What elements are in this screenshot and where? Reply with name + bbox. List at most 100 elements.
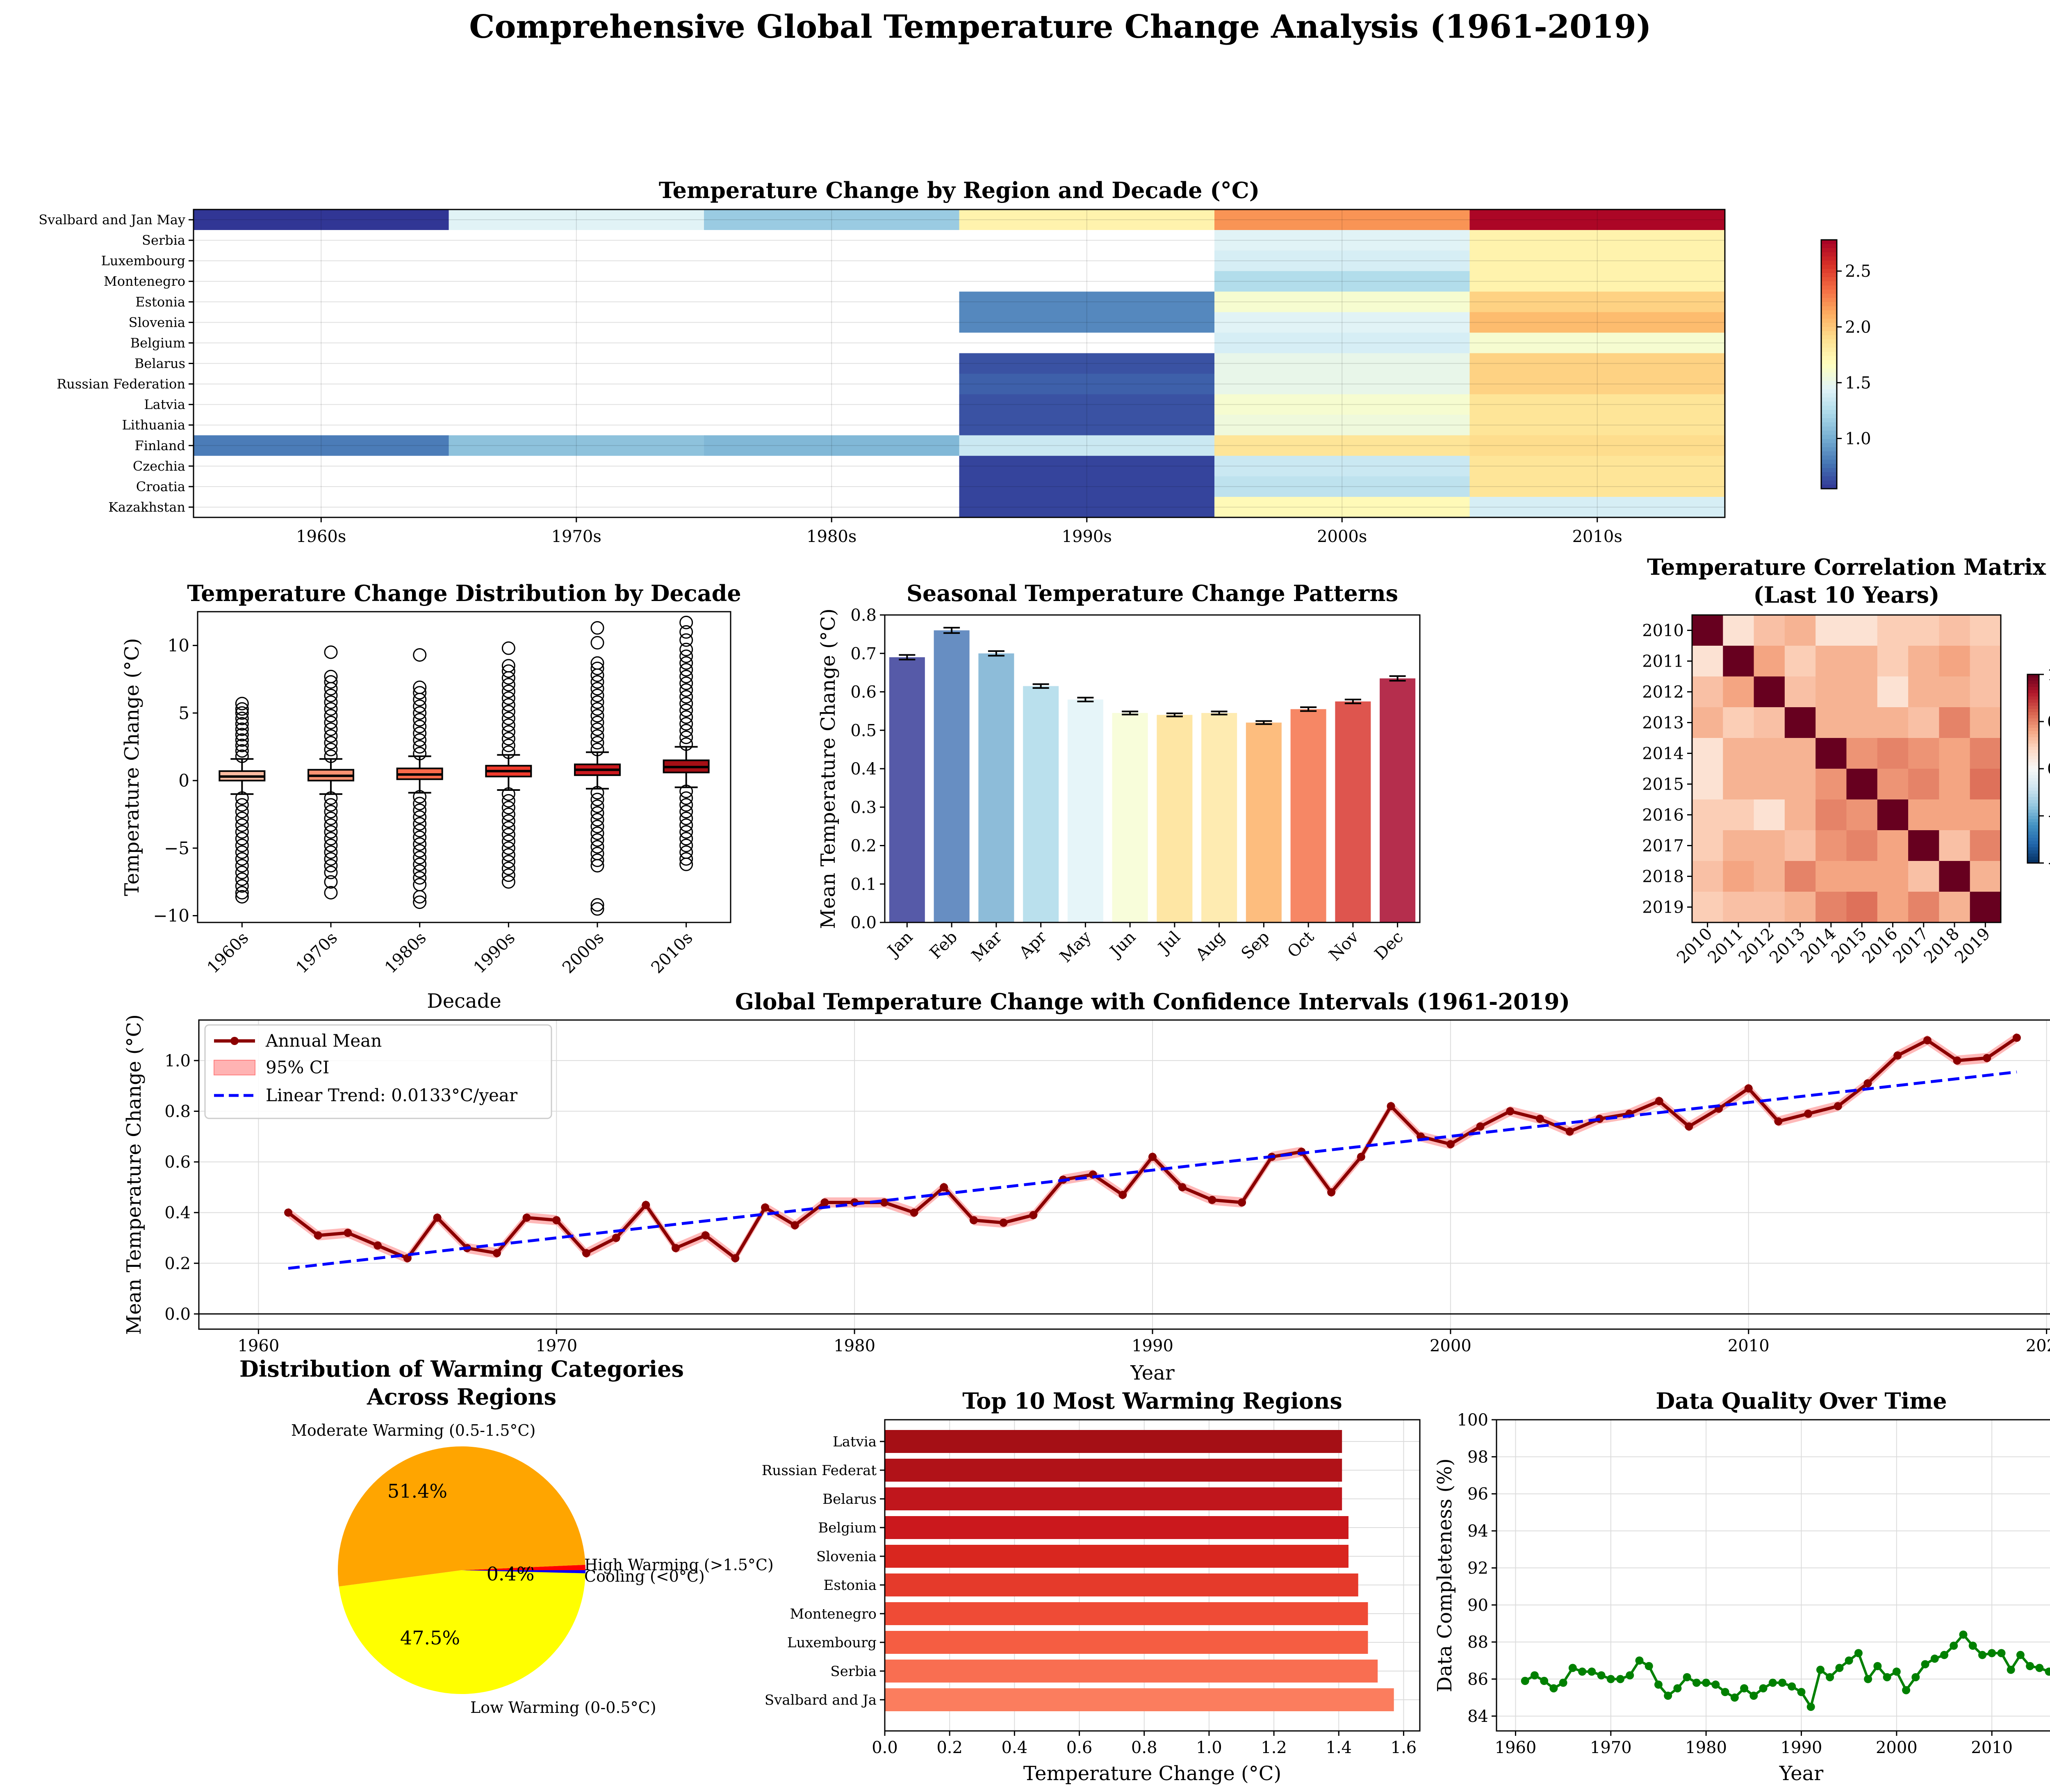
box-outlier: [679, 730, 693, 744]
legend-swatch-ci: [214, 1060, 255, 1075]
y-tick-label: 96: [1467, 1485, 1488, 1504]
correlation-cell: [1815, 861, 1847, 892]
heatmap-cell: [704, 271, 960, 292]
box-outlier: [235, 852, 249, 866]
correlation-cell: [1692, 615, 1724, 646]
heatmap-cell: [1469, 476, 1725, 497]
y-tick-label: 0: [178, 771, 189, 791]
completeness-point: [1921, 1660, 1929, 1669]
heatmap-cell: [1214, 209, 1470, 231]
box-outlier: [235, 811, 249, 825]
annual-mean-point: [1953, 1056, 1961, 1065]
box-outlier: [413, 686, 427, 700]
figure-title: Comprehensive Global Temperature Change …: [469, 8, 1651, 46]
box-outlier: [590, 826, 604, 840]
box-outlier: [413, 844, 427, 858]
correlation-matrix-panel: Temperature Correlation Matrix(Last 10 Y…: [1642, 554, 2050, 967]
completeness-point: [1530, 1671, 1539, 1680]
y-tick-label: 2019: [1642, 898, 1684, 917]
box-outlier: [324, 805, 338, 819]
completeness-point: [1711, 1680, 1720, 1689]
x-tick-label: 1.6: [1391, 1738, 1417, 1757]
correlation-cell: [1784, 707, 1816, 738]
completeness-point: [2016, 1651, 2025, 1659]
plot-frame: [884, 1419, 1421, 1732]
x-tick-label: 1960: [237, 1337, 279, 1355]
box-outlier: [501, 868, 515, 882]
box-outlier: [235, 879, 249, 893]
heatmap-cell: [704, 496, 960, 518]
correlation-cell: [1846, 769, 1878, 800]
heatmap-colorbar-segment: [1821, 343, 1837, 348]
heatmap-colorbar-segment: [1821, 306, 1837, 311]
correlation-colorbar-segment: [2027, 737, 2039, 741]
x-tick-label: 2013: [1766, 924, 1809, 968]
correlation-cell: [1723, 830, 1754, 861]
box-outlier: [590, 656, 604, 670]
correlation-cell: [1784, 615, 1816, 646]
correlation-colorbar-segment: [2027, 838, 2039, 842]
correlation-cell: [1877, 738, 1909, 769]
heatmap-cell: [959, 455, 1215, 477]
y-tick-label: Svalbard and Ja: [765, 1692, 877, 1708]
box-outlier: [501, 814, 515, 828]
x-axis-label: Temperature Change (°C): [1023, 1762, 1281, 1785]
box-outlier: [590, 792, 604, 806]
correlation-colorbar-segment: [2027, 825, 2039, 829]
top10-bar-panel: Top 10 Most Warming Regions 0.0 0.2 0.4 0.6 0…: [762, 1388, 1421, 1785]
heatmap-cell: [1469, 496, 1725, 518]
box-outlier: [501, 664, 515, 678]
correlation-cell: [1846, 799, 1878, 831]
pie-slice-percent: 51.4%: [387, 1480, 447, 1502]
heatmap-cell: [194, 394, 449, 415]
box-outlier: [501, 848, 515, 862]
heatmap-colorbar-segment: [1821, 401, 1837, 406]
data-quality-panel: Data Quality Over Time 1960 1970 1980 1990 20…: [1433, 1388, 2050, 1785]
heatmap-cell: [194, 209, 449, 231]
x-tick-label: 2020: [2026, 1337, 2050, 1355]
y-tick-label: −10: [153, 906, 189, 926]
box-outlier: [679, 857, 693, 871]
correlation-cell: [1970, 676, 2001, 708]
completeness-point: [1664, 1692, 1672, 1700]
pie-slice-percent: 0.4%: [487, 1563, 535, 1585]
seasonal-bar: [934, 630, 970, 922]
correlation-colorbar-segment: [2027, 778, 2039, 782]
heatmap-colorbar-segment: [1821, 348, 1837, 353]
box-outlier: [501, 841, 515, 855]
correlation-cell: [1723, 646, 1754, 677]
completeness-point: [1873, 1662, 1882, 1670]
correlation-colorbar-segment: [2027, 684, 2039, 688]
annual-mean-point: [374, 1241, 382, 1250]
box-outlier: [590, 806, 604, 820]
box-outlier: [235, 749, 249, 763]
x-tick-label: Oct: [1284, 928, 1318, 962]
box-outlier: [413, 810, 427, 824]
box-outlier: [501, 705, 515, 719]
heatmap-cell: [959, 209, 1215, 231]
heatmap-colorbar-segment: [1821, 480, 1837, 485]
correlation-colorbar-segment: [2027, 696, 2039, 700]
heatmap-colorbar-segment: [1821, 455, 1837, 460]
x-tick-label: 2018: [1920, 924, 1963, 968]
box-outlier: [413, 817, 427, 831]
heatmap-colorbar-segment: [1821, 310, 1837, 315]
plot-frame: [198, 1019, 2050, 1330]
correlation-colorbar-tick-label: −1.0: [2047, 854, 2050, 873]
pie-slice: [462, 1570, 585, 1573]
correlation-cell: [1815, 615, 1847, 646]
completeness-point: [1930, 1654, 1939, 1663]
y-tick-label: −5: [164, 838, 189, 858]
completeness-point: [1654, 1680, 1663, 1689]
completeness-point: [1673, 1684, 1682, 1693]
top10-bar: [885, 1631, 1368, 1654]
top10-bar: [885, 1545, 1348, 1568]
heatmap-colorbar-segment: [1821, 389, 1837, 394]
pie-slice-label: High Warming (>1.5°C): [584, 1556, 774, 1574]
completeness-point: [1749, 1692, 1758, 1700]
x-tick-label: 2000: [1430, 1337, 1471, 1355]
completeness-point: [1626, 1671, 1634, 1680]
heatmap-cell: [449, 250, 704, 272]
box-outlier: [413, 837, 427, 851]
box-outlier: [324, 688, 338, 702]
